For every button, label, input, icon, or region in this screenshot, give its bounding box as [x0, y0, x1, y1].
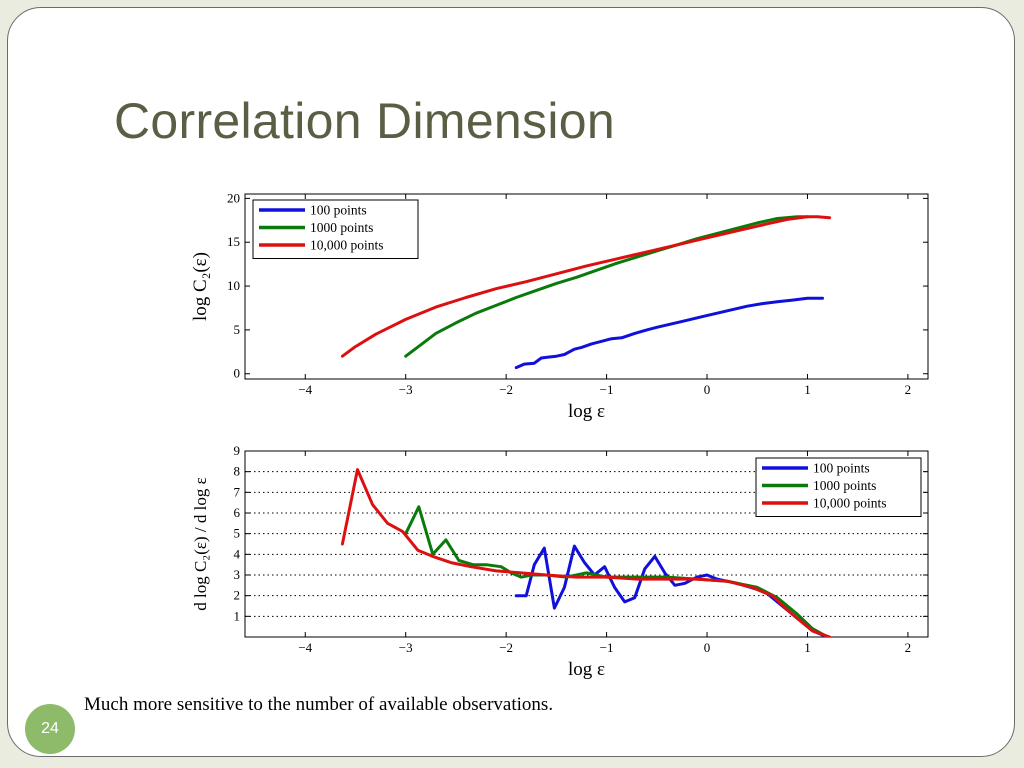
- x-axis-label: log ε: [568, 659, 605, 680]
- y-tick-label: 20: [227, 190, 240, 205]
- y-tick-label: 4: [234, 546, 241, 561]
- slide: Correlation Dimension −4 −3 −2 −1 0 1 2 0 5 10 15 2…: [7, 7, 1015, 757]
- x-tick-label: −4: [298, 640, 312, 655]
- log-correlation-sum-chart: −4 −3 −2 −1 0 1 2 0 5 10 15 20 log ε log C₂(ε) 100 poi…: [168, 186, 948, 426]
- plot-frame: [244, 450, 929, 638]
- y-tick-label: 5: [234, 526, 241, 541]
- y-tick-label: 15: [227, 234, 240, 249]
- legend-label: 1000 points: [310, 220, 373, 235]
- legend-label: 100 points: [813, 461, 870, 476]
- y-tick-label: 2: [234, 588, 241, 603]
- slide-title: Correlation Dimension: [114, 93, 615, 149]
- y-axis-label: d log C₂(ε) / d log ε: [191, 477, 210, 611]
- series-line-1: [514, 544, 830, 637]
- y-tick-label: 3: [234, 567, 241, 582]
- y-tick-label: 0: [234, 366, 241, 381]
- series-line-2: [404, 215, 809, 358]
- x-tick-label: 0: [704, 640, 711, 655]
- x-tick-label: −1: [600, 640, 614, 655]
- y-tick-label: 5: [234, 322, 241, 337]
- y-tick-label: 6: [234, 505, 241, 520]
- x-tick-label: 2: [905, 640, 912, 655]
- y-tick-label: 7: [234, 484, 241, 499]
- x-tick-label: 0: [704, 382, 711, 397]
- x-tick-label: 1: [804, 640, 811, 655]
- y-tick-label: 9: [234, 443, 241, 458]
- series-line-1: [514, 296, 824, 370]
- x-tick-label: 1: [804, 382, 811, 397]
- x-tick-label: −4: [298, 382, 312, 397]
- y-axis-label: log C₂(ε): [190, 252, 211, 321]
- local-slope-svg: −4 −3 −2 −1 0 1 2 1 2 3 4 5 6 7 8 9 log ε d log C₂(ε) / d…: [191, 443, 929, 680]
- series-line-2: [404, 505, 830, 637]
- x-tick-label: −1: [600, 382, 614, 397]
- x-tick-label: −3: [399, 640, 413, 655]
- x-tick-label: −2: [499, 640, 513, 655]
- local-slope-chart: −4 −3 −2 −1 0 1 2 1 2 3 4 5 6 7 8 9 log ε d log C₂(ε) / d…: [168, 440, 948, 680]
- legend-label: 1000 points: [813, 478, 876, 493]
- y-tick-label: 10: [227, 278, 240, 293]
- page-number-badge: 24: [25, 704, 75, 754]
- x-tick-label: −3: [399, 382, 413, 397]
- series-line-3: [340, 468, 832, 637]
- legend: 100 points 1000 points 10,000 points: [252, 199, 419, 259]
- legend-label: 100 points: [310, 203, 367, 218]
- legend: 100 points 1000 points 10,000 points: [755, 457, 922, 517]
- x-tick-label: 2: [905, 382, 912, 397]
- legend-label: 10,000 points: [310, 238, 384, 253]
- series-line-3: [340, 215, 832, 358]
- y-tick-label: 1: [234, 608, 241, 623]
- legend-label: 10,000 points: [813, 496, 887, 511]
- x-axis-label: log ε: [568, 401, 605, 422]
- slide-caption: Much more sensitive to the number of ava…: [84, 694, 554, 715]
- x-tick-label: −2: [499, 382, 513, 397]
- y-tick-label: 8: [234, 464, 241, 479]
